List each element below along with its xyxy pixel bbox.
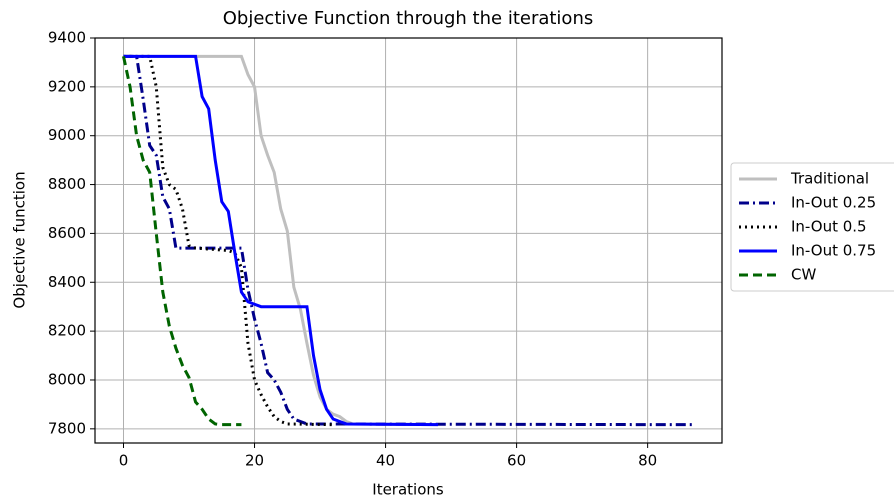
y-axis-label: Objective function bbox=[11, 171, 29, 308]
y-tick-label: 9000 bbox=[48, 126, 86, 144]
legend-label: CW bbox=[791, 266, 816, 284]
y-tick-label: 7800 bbox=[48, 419, 86, 437]
legend-label: Traditional bbox=[790, 170, 869, 188]
legend-label: In-Out 0.25 bbox=[791, 194, 876, 212]
legend-box bbox=[730, 162, 894, 292]
series-line bbox=[123, 54, 438, 427]
y-tick-label: 8800 bbox=[48, 175, 86, 193]
legend-label: In-Out 0.75 bbox=[791, 242, 876, 260]
series-line bbox=[123, 54, 334, 427]
x-tick-label: 80 bbox=[638, 452, 657, 470]
x-tick-label: 0 bbox=[119, 452, 129, 470]
y-tick-label: 8000 bbox=[48, 370, 86, 388]
y-tick-label: 9400 bbox=[48, 29, 86, 47]
y-tick-label: 9200 bbox=[48, 77, 86, 95]
x-axis-label: Iterations bbox=[372, 481, 444, 499]
y-tick-label: 8600 bbox=[48, 224, 86, 242]
x-tick-label: 20 bbox=[245, 452, 264, 470]
series-line bbox=[123, 54, 438, 427]
x-tick-label: 60 bbox=[507, 452, 526, 470]
y-tick-label: 8200 bbox=[48, 322, 86, 340]
legend-label: In-Out 0.5 bbox=[791, 218, 867, 236]
series-line bbox=[123, 54, 694, 427]
plot-frame bbox=[94, 37, 723, 444]
series-line bbox=[122, 56, 242, 427]
x-tick-label: 40 bbox=[376, 452, 395, 470]
chart-title: Objective Function through the iteration… bbox=[223, 8, 594, 29]
y-tick-label: 8400 bbox=[48, 273, 86, 291]
